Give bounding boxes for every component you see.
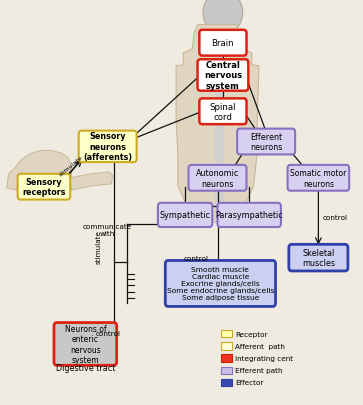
Text: Skeletal
muscles: Skeletal muscles [302, 248, 335, 268]
Text: Efferent path: Efferent path [235, 367, 282, 373]
Text: Spinal
cord: Spinal cord [210, 102, 236, 122]
FancyBboxPatch shape [217, 203, 281, 228]
Text: Neurons of
enteric
nervous
system: Neurons of enteric nervous system [65, 324, 106, 364]
FancyBboxPatch shape [79, 131, 136, 163]
Text: Autonomic
neurons: Autonomic neurons [196, 169, 239, 188]
Text: Central
nervous
system: Central nervous system [204, 61, 242, 91]
Polygon shape [70, 173, 113, 190]
Text: Digestive tract: Digestive tract [56, 363, 115, 372]
FancyBboxPatch shape [287, 166, 349, 191]
FancyBboxPatch shape [54, 323, 117, 365]
FancyBboxPatch shape [221, 379, 232, 386]
FancyBboxPatch shape [165, 261, 276, 307]
Text: Receptor: Receptor [235, 331, 267, 337]
FancyBboxPatch shape [197, 60, 248, 92]
FancyBboxPatch shape [188, 166, 246, 191]
Text: Sympathetic: Sympathetic [160, 211, 211, 220]
FancyBboxPatch shape [221, 367, 232, 374]
FancyBboxPatch shape [158, 203, 212, 228]
Text: Brain: Brain [212, 39, 234, 48]
Text: Sensory
neurons
(afferents): Sensory neurons (afferents) [83, 132, 132, 162]
FancyBboxPatch shape [221, 354, 232, 362]
FancyBboxPatch shape [221, 330, 232, 338]
FancyBboxPatch shape [199, 99, 246, 125]
Text: Somatic motor
neurons: Somatic motor neurons [290, 169, 347, 188]
Polygon shape [7, 151, 72, 200]
Text: control: control [183, 256, 208, 262]
Text: Sensory
receptors: Sensory receptors [22, 177, 66, 197]
Text: communicate
with: communicate with [83, 224, 132, 237]
Text: Integrating cent: Integrating cent [235, 355, 293, 361]
Circle shape [203, 0, 243, 36]
Polygon shape [176, 26, 259, 223]
Text: control: control [323, 215, 348, 221]
Text: Afferent  path: Afferent path [235, 343, 285, 349]
FancyBboxPatch shape [221, 343, 232, 350]
Text: Parasympathetic: Parasympathetic [215, 211, 283, 220]
Text: Efferent
neurons: Efferent neurons [250, 132, 282, 152]
FancyBboxPatch shape [289, 245, 348, 271]
FancyBboxPatch shape [17, 174, 70, 200]
Bar [215, 42, 224, 223]
Text: control: control [95, 330, 120, 336]
FancyBboxPatch shape [199, 31, 246, 56]
Text: stimulate: stimulate [58, 154, 83, 177]
Text: Effector: Effector [235, 379, 263, 385]
Text: Smooth muscle
Cardiac muscle
Exocrine glands/cells
Some endocrine glands/cells
S: Smooth muscle Cardiac muscle Exocrine gl… [167, 267, 274, 301]
FancyBboxPatch shape [237, 129, 295, 155]
Text: stimulate: stimulate [95, 230, 102, 264]
